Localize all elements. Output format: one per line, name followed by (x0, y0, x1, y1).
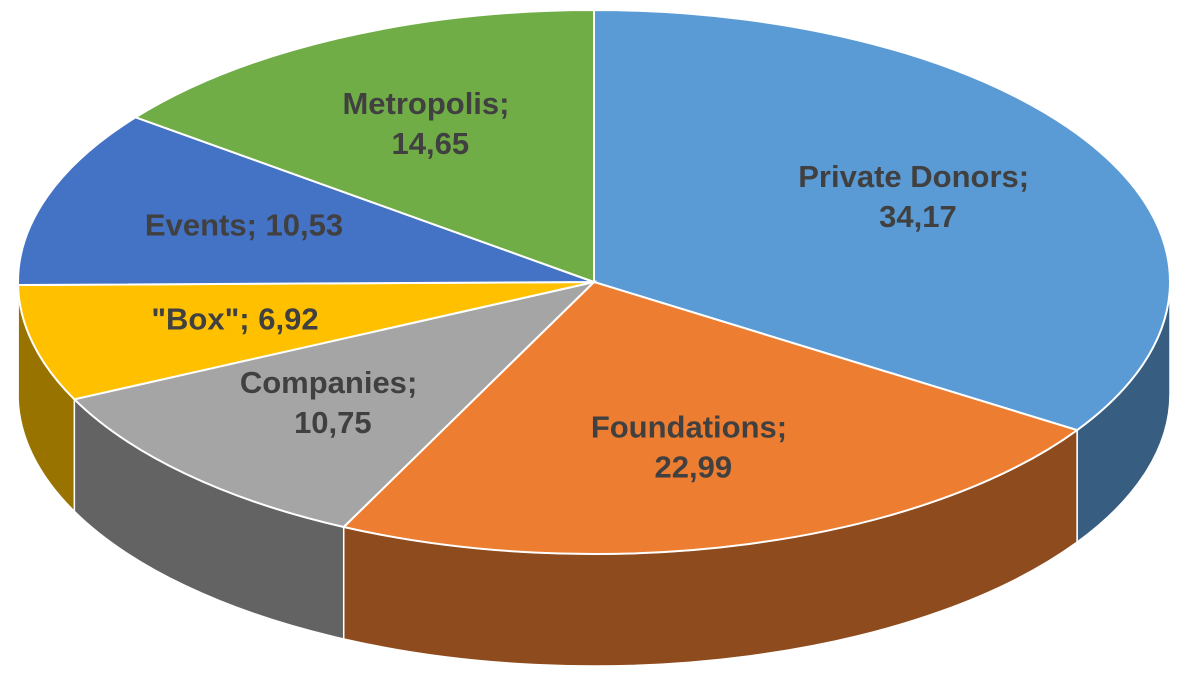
label-separator: ; (777, 410, 796, 445)
value-label: 34,17 (879, 199, 957, 234)
slice (17, 281, 595, 401)
category-name: "Box" (151, 302, 239, 337)
value-label: 10,75 (294, 405, 372, 440)
slice (341, 280, 1080, 556)
value-label: 22,99 (654, 450, 732, 485)
slice (72, 280, 598, 529)
value-label: 10,53 (266, 207, 344, 242)
label-separator: ; (239, 302, 258, 337)
data-label: Events; 10,53 (145, 207, 343, 242)
data-label: Companies; 10,75 (240, 365, 426, 440)
slice (17, 116, 595, 287)
category-name: Events (145, 207, 247, 242)
category-name: Foundations (591, 410, 777, 445)
category-name: Companies (240, 365, 407, 400)
label-separator: ; (1019, 159, 1038, 194)
data-label: "Box"; 6,92 (151, 302, 318, 337)
value-label: 6,92 (258, 302, 318, 337)
category-name: Private Donors (798, 159, 1019, 194)
data-label: Metropolis; 14,65 (342, 86, 518, 161)
slice (593, 8, 1171, 432)
label-separator: ; (247, 207, 266, 242)
slice (133, 8, 595, 284)
data-label: Private Donors; 34,17 (798, 159, 1037, 234)
data-label: Foundations; 22,99 (591, 410, 796, 485)
category-name: Metropolis (342, 86, 499, 121)
label-separator: ; (499, 86, 518, 121)
label-separator: ; (407, 365, 426, 400)
value-label: 14,65 (391, 126, 469, 161)
